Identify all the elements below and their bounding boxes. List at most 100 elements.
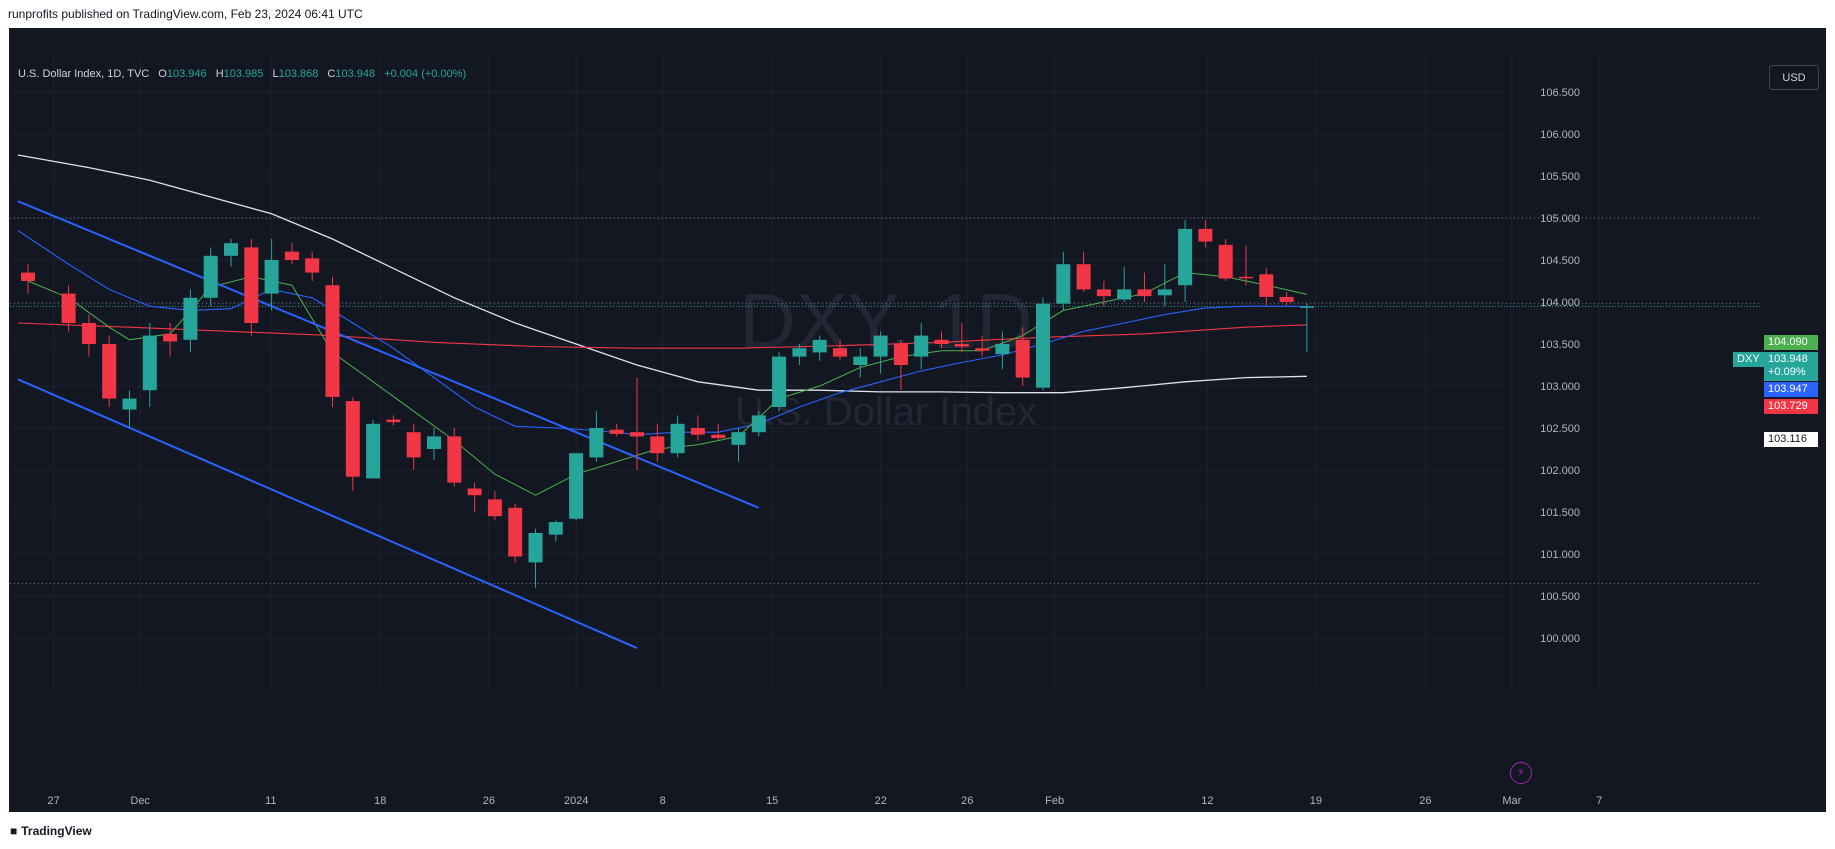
candle-body[interactable]	[650, 436, 665, 454]
symbol-legend: U.S. Dollar Index, 1D, TVC O103.946 H103…	[18, 68, 466, 80]
y-tick-label: 100.000	[1540, 633, 1580, 645]
trendline[interactable]	[17, 378, 638, 649]
y-tick-label: 103.000	[1540, 381, 1580, 393]
candle-body[interactable]	[508, 507, 523, 557]
x-tick-label: 7	[1596, 795, 1602, 807]
low-value: 103.868	[278, 68, 319, 80]
candle-body[interactable]	[792, 348, 807, 357]
candle-body[interactable]	[467, 488, 482, 496]
candle-body[interactable]	[893, 344, 908, 365]
candle-body[interactable]	[1198, 228, 1213, 242]
candle-body[interactable]	[954, 344, 969, 347]
candle-body[interactable]	[21, 272, 35, 281]
candle-body[interactable]	[102, 344, 117, 399]
candle-body[interactable]	[1178, 228, 1193, 286]
candle-body[interactable]	[305, 258, 320, 273]
candle-body[interactable]	[1015, 339, 1030, 378]
y-tick-label: 103.500	[1540, 339, 1580, 351]
chart-frame[interactable]	[9, 28, 1826, 812]
candle-body[interactable]	[447, 436, 462, 483]
last-price-tag: 103.948 +0.09%	[1764, 352, 1818, 381]
x-tick-label: Feb	[1045, 795, 1064, 807]
candle-body[interactable]	[751, 415, 766, 433]
open-label: O	[158, 68, 167, 80]
candle-body[interactable]	[670, 423, 685, 454]
currency-button[interactable]: USD	[1769, 65, 1819, 90]
candle-body[interactable]	[873, 335, 888, 357]
y-tick-label: 101.000	[1540, 549, 1580, 561]
candle-body[interactable]	[812, 339, 827, 353]
x-tick-label: 26	[483, 795, 495, 807]
open-value: 103.946	[166, 68, 207, 80]
candle-body[interactable]	[61, 293, 76, 323]
x-tick-label: Mar	[1502, 795, 1521, 807]
candle-body[interactable]	[406, 432, 421, 458]
last-price: 103.948	[1768, 353, 1808, 365]
ticker-tag: DXY	[1733, 352, 1765, 367]
candle-body[interactable]	[528, 533, 543, 563]
candle-body[interactable]	[1157, 289, 1172, 296]
candle-body[interactable]	[1218, 244, 1233, 279]
high-value: 103.985	[223, 68, 264, 80]
candle-body[interactable]	[1056, 264, 1071, 304]
candle-body[interactable]	[548, 522, 563, 535]
candle-body[interactable]	[1096, 289, 1111, 297]
candle-body[interactable]	[1036, 303, 1050, 388]
candle-body[interactable]	[833, 348, 847, 357]
candle-body[interactable]	[81, 323, 96, 344]
x-tick-label: 11	[265, 795, 276, 807]
candle-body[interactable]	[630, 432, 644, 437]
candle-body[interactable]	[772, 356, 787, 407]
candle-body[interactable]	[142, 335, 157, 391]
candle-body[interactable]	[853, 356, 868, 365]
y-tick-label: 100.500	[1540, 591, 1580, 603]
candle-body[interactable]	[386, 419, 401, 423]
y-tick-label: 105.000	[1540, 213, 1580, 225]
x-tick-label: 8	[660, 795, 666, 807]
candle-body[interactable]	[589, 428, 604, 458]
price-axis[interactable]: 106.500 106.000 105.500 105.000 104.500 104.0…	[1540, 87, 1580, 645]
candle-body[interactable]	[366, 423, 381, 479]
candle-body[interactable]	[224, 243, 238, 256]
candle-body[interactable]	[609, 429, 624, 434]
candle-body[interactable]	[1137, 289, 1152, 297]
time-axis[interactable]: 27 Dec 11 18 26 2024 8 15 22 26 Feb 12 19 26 Mar 7	[48, 795, 1603, 807]
close-value: 103.948	[335, 68, 376, 80]
x-tick-label: Dec	[130, 795, 150, 807]
x-tick-label: 18	[374, 795, 386, 807]
candle-body[interactable]	[711, 434, 726, 439]
candle-body[interactable]	[345, 401, 360, 477]
candle-body[interactable]	[244, 247, 259, 323]
candle-body[interactable]	[163, 333, 178, 342]
candle-body[interactable]	[284, 251, 299, 260]
candle-body[interactable]	[487, 499, 502, 517]
candle-body[interactable]	[569, 453, 584, 519]
candle-body[interactable]	[203, 255, 218, 298]
ma-white-tag: 103.116	[1764, 432, 1818, 447]
candle-body[interactable]	[1239, 276, 1253, 279]
x-tick-label: 27	[48, 795, 60, 807]
candle-body[interactable]	[975, 348, 990, 351]
candle-body[interactable]	[1279, 296, 1294, 302]
candle-body[interactable]	[731, 432, 746, 445]
x-tick-label: 2024	[564, 795, 588, 807]
candle-body[interactable]	[914, 335, 929, 357]
x-tick-label: 12	[1201, 795, 1213, 807]
lightning-icon[interactable]: ⚡	[1510, 762, 1532, 784]
close-label: C	[327, 68, 336, 80]
candle-body[interactable]	[1299, 306, 1314, 308]
candle-body[interactable]	[183, 297, 198, 340]
footer-bar	[0, 816, 1835, 849]
trendline[interactable]	[17, 200, 760, 509]
candle-body[interactable]	[1259, 274, 1274, 297]
candle-body[interactable]	[995, 344, 1010, 355]
candle-body[interactable]	[934, 339, 949, 344]
candle-body[interactable]	[325, 285, 340, 397]
candle-body[interactable]	[427, 436, 441, 449]
candle-body[interactable]	[1076, 264, 1091, 290]
candle-body[interactable]	[690, 428, 705, 435]
candle-body[interactable]	[1117, 289, 1132, 300]
candle-body[interactable]	[122, 398, 137, 410]
candle-body[interactable]	[264, 260, 279, 294]
